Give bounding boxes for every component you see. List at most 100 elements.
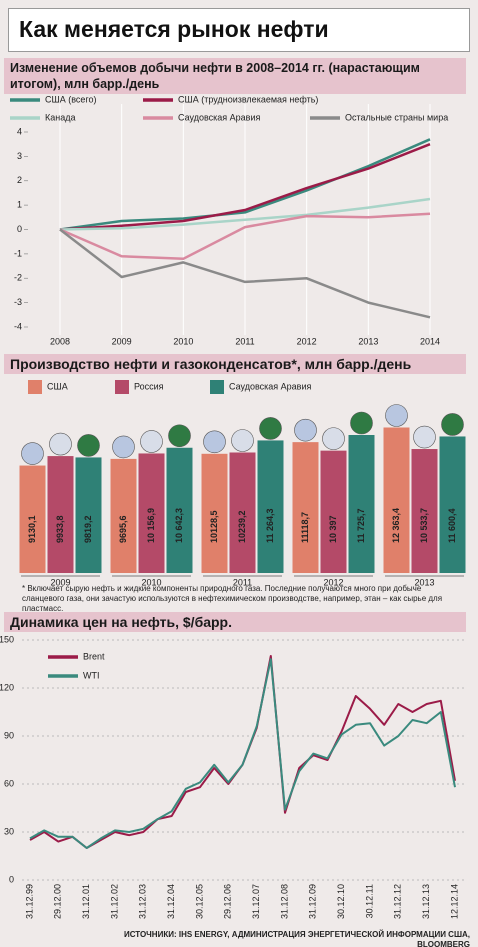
y-tick-label: 0 (17, 224, 22, 234)
value-label: 9933,8 (55, 515, 65, 543)
x-tick-label: 2008 (50, 336, 70, 346)
x-tick-label: 2009 (112, 336, 132, 346)
legend-swatch (210, 380, 224, 394)
flag-icon (168, 424, 191, 448)
legend-label: WTI (83, 670, 100, 680)
value-label: 10 533,7 (419, 508, 429, 543)
flag-icon (49, 432, 72, 456)
y-tick-label: 120 (0, 682, 14, 692)
value-label: 9130,1 (27, 515, 37, 543)
flag-icon (441, 413, 464, 436)
flag-icon (231, 429, 254, 452)
y-tick-label: 4 (17, 126, 22, 136)
y-tick-label: 2 (17, 175, 22, 185)
x-tick-label: 31.12.99 (24, 884, 34, 919)
x-tick-label: 30.12.05 (194, 884, 204, 919)
bar (229, 452, 256, 573)
value-label: 11 600,4 (447, 508, 457, 543)
legend-swatch (28, 380, 42, 394)
y-tick-label: 3 (17, 151, 22, 161)
x-tick-label: 2009 (50, 577, 70, 587)
y-tick-label: 150 (0, 634, 14, 644)
x-tick-label: 12.12.14 (449, 884, 459, 919)
x-tick-label: 29.12.00 (53, 884, 63, 919)
value-label: 11 264,3 (265, 508, 275, 543)
x-tick-label: 2010 (173, 336, 193, 346)
legend-label: США (47, 381, 68, 391)
series-line (59, 143, 431, 231)
y-tick-label: 30 (4, 826, 14, 836)
bar (110, 458, 137, 573)
bar (19, 465, 46, 573)
bar (257, 440, 284, 573)
flag-icon (203, 430, 226, 454)
legend-label: США (трудноизвлекаемая нефть) (178, 94, 318, 104)
y-tick-label: 90 (4, 730, 14, 740)
x-tick-label: 2013 (414, 577, 434, 587)
legend-swatch (115, 380, 129, 394)
flag-icon (385, 404, 408, 427)
x-tick-label: 30.12.11 (364, 884, 374, 918)
x-tick-label: 30.12.10 (336, 884, 346, 919)
bar (439, 436, 466, 573)
bar (75, 457, 102, 573)
value-label: 10 642,3 (174, 508, 184, 543)
bar (138, 453, 165, 573)
x-tick-label: 2011 (235, 336, 254, 346)
value-label: 12 363,4 (391, 508, 401, 543)
x-tick-label: 31.12.08 (279, 884, 289, 919)
x-tick-label: 31.12.09 (308, 884, 318, 919)
y-tick-label: -4 (14, 321, 22, 331)
series-line (59, 138, 431, 231)
legend-label: Остальные страны мира (345, 112, 448, 122)
legend-label: Саудовская Аравия (229, 381, 311, 391)
source: ИСТОЧНИКИ: IHS ENERGY, АДМИНИСТРАЦИЯ ЭНЕ… (123, 930, 470, 947)
x-tick-label: 2012 (323, 577, 343, 587)
bar (47, 456, 74, 573)
value-label: 10128,5 (209, 510, 219, 543)
series-line (59, 197, 431, 231)
value-label: 11 725,7 (356, 508, 366, 543)
footnote: * Включает сырую нефть и жидкие компонен… (22, 584, 443, 613)
legend-label: Россия (134, 381, 164, 391)
flag-icon (350, 411, 373, 435)
y-tick-label: 0 (9, 874, 14, 884)
y-tick-label: 60 (4, 778, 14, 788)
legend-label: Brent (83, 651, 105, 661)
x-tick-label: 31.12.07 (251, 884, 261, 919)
flag-icon (140, 430, 163, 453)
x-tick-label: 2011 (233, 577, 252, 587)
bar (383, 427, 410, 573)
x-tick-label: 31.12.01 (81, 884, 91, 919)
value-label: 9695,6 (118, 515, 128, 543)
page-title: Как меняется рынок нефти (8, 8, 470, 52)
flag-icon (294, 418, 317, 442)
x-tick-label: 31.12.12 (393, 884, 403, 919)
chart-title: Динамика цен на нефть, $/барр. (4, 612, 466, 632)
flag-icon (259, 417, 282, 440)
y-tick-label: -3 (14, 297, 22, 307)
x-tick-label: 2013 (358, 336, 378, 346)
x-tick-label: 31.12.03 (138, 884, 148, 919)
x-tick-label: 2012 (297, 336, 317, 346)
bar (166, 447, 193, 573)
x-tick-label: 31.12.04 (166, 884, 176, 919)
value-label: 10239,2 (237, 510, 247, 543)
value-label: 9819,2 (83, 515, 93, 543)
series-line (59, 212, 431, 261)
series-line (29, 658, 456, 849)
flag-icon (112, 435, 135, 459)
x-tick-label: 2010 (141, 577, 161, 587)
y-tick-label: -2 (14, 273, 22, 283)
flag-icon (322, 427, 345, 450)
x-tick-label: 29.12.06 (223, 884, 233, 919)
y-tick-label: 1 (17, 200, 22, 210)
bar (201, 453, 228, 573)
x-tick-label: 31.12.02 (109, 884, 119, 919)
bar (348, 434, 375, 573)
legend-label: США (всего) (45, 94, 97, 104)
value-label: 11118,7 (300, 512, 310, 543)
legend-label: Саудовская Аравия (178, 112, 260, 122)
